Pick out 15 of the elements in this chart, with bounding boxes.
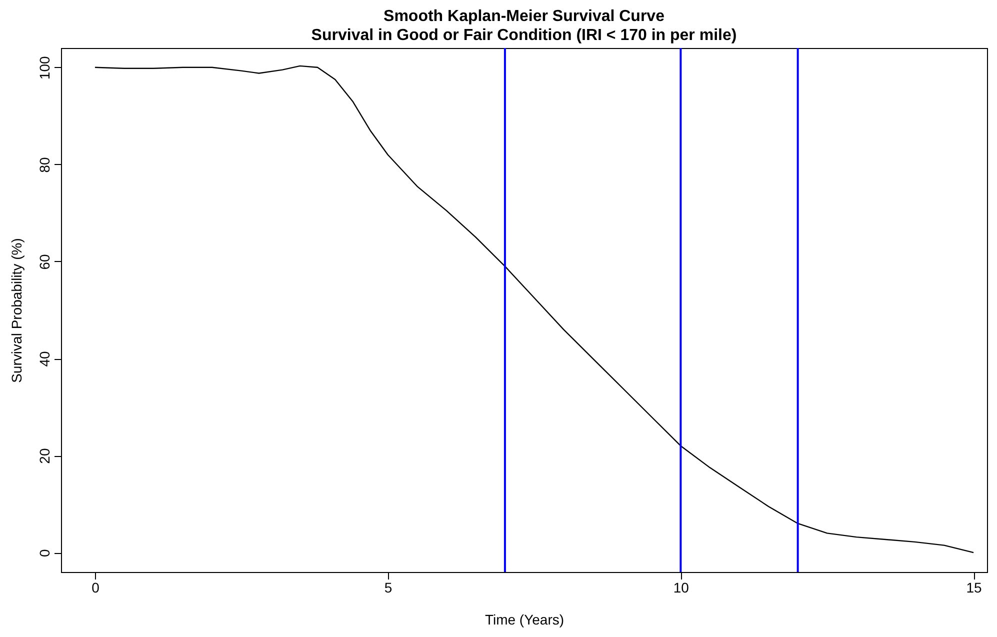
y-tick-label: 20 [36, 448, 52, 464]
y-axis-title: Survival Probability (%) [8, 238, 24, 383]
y-tick-label: 40 [36, 351, 52, 367]
y-tick-label: 0 [36, 548, 52, 557]
x-tick-label: 10 [673, 580, 690, 596]
y-tick-label: 80 [36, 156, 52, 173]
x-axis-title: Time (Years) [484, 612, 564, 628]
chart-subtitle: Survival in Good or Fair Condition (IRI < 170 in per mile) [311, 27, 737, 44]
chart-title: Smooth Kaplan-Meier Survival Curve [384, 8, 665, 25]
y-tick-label: 100 [36, 56, 52, 80]
x-tick-label: 5 [384, 580, 392, 596]
y-tick-label: 60 [36, 254, 52, 270]
line-series [94, 65, 974, 554]
x-tick-label: 0 [92, 580, 100, 596]
x-tick-label: 15 [966, 580, 982, 596]
